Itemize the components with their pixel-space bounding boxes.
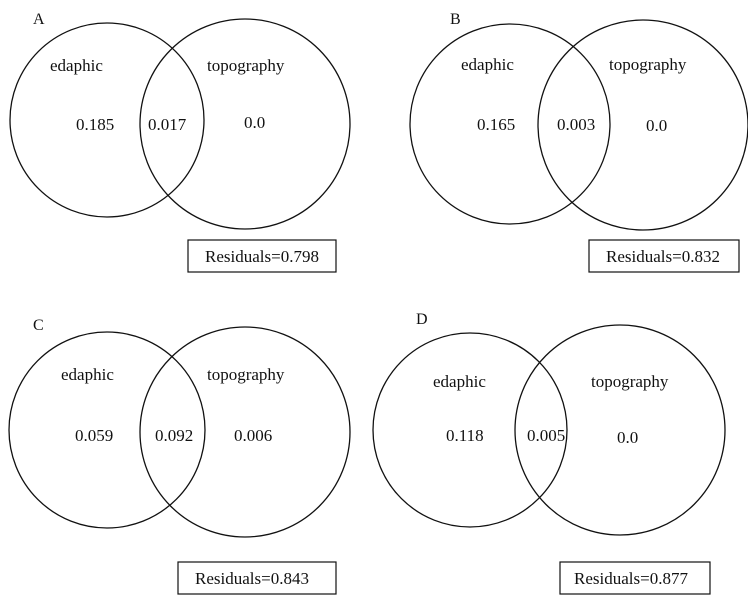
panel-a: A edaphic topography 0.185 0.017 0.0 Res… (9, 11, 351, 273)
shared-value: 0.092 (155, 426, 193, 445)
panel-letter: A (33, 11, 45, 28)
topography-circle (514, 324, 726, 536)
edaphic-unique-value: 0.165 (477, 115, 515, 134)
edaphic-label: edaphic (50, 56, 103, 75)
residuals-box (187, 239, 337, 273)
topography-label: topography (207, 365, 285, 384)
topography-unique-value: 0.0 (244, 113, 265, 132)
shared-value: 0.005 (527, 426, 565, 445)
topography-circle (139, 18, 351, 230)
residuals-text: Residuals=0.798 (205, 247, 319, 266)
edaphic-label: edaphic (61, 365, 114, 384)
edaphic-circle (372, 332, 568, 528)
topography-label: topography (609, 55, 687, 74)
edaphic-unique-value: 0.185 (76, 115, 114, 134)
topography-unique-value: 0.006 (234, 426, 272, 445)
residuals-text: Residuals=0.843 (195, 569, 309, 588)
edaphic-circle (8, 331, 206, 529)
residuals-text: Residuals=0.877 (574, 569, 688, 588)
panel-b: B edaphic topography 0.165 0.003 0.0 Res… (409, 11, 748, 273)
residuals-box (588, 239, 740, 273)
topography-circle (537, 19, 748, 231)
edaphic-unique-value: 0.059 (75, 426, 113, 445)
shared-value: 0.017 (148, 115, 187, 134)
topography-label: topography (591, 372, 669, 391)
topography-unique-value: 0.0 (617, 428, 638, 447)
shared-value: 0.003 (557, 115, 595, 134)
edaphic-label: edaphic (461, 55, 514, 74)
topography-circle (139, 326, 351, 538)
panel-letter: D (416, 311, 428, 328)
topography-unique-value: 0.0 (646, 116, 667, 135)
topography-label: topography (207, 56, 285, 75)
edaphic-unique-value: 0.118 (446, 426, 484, 445)
edaphic-circle (9, 22, 205, 218)
panel-d: D edaphic topography 0.118 0.005 0.0 Res… (372, 311, 726, 595)
residuals-text: Residuals=0.832 (606, 247, 720, 266)
residuals-box (177, 561, 337, 595)
edaphic-label: edaphic (433, 372, 486, 391)
edaphic-circle (409, 23, 611, 225)
panel-letter: B (450, 11, 461, 28)
residuals-box (559, 561, 711, 595)
panel-letter: C (33, 317, 44, 334)
panel-c: C edaphic topography 0.059 0.092 0.006 R… (8, 317, 351, 595)
